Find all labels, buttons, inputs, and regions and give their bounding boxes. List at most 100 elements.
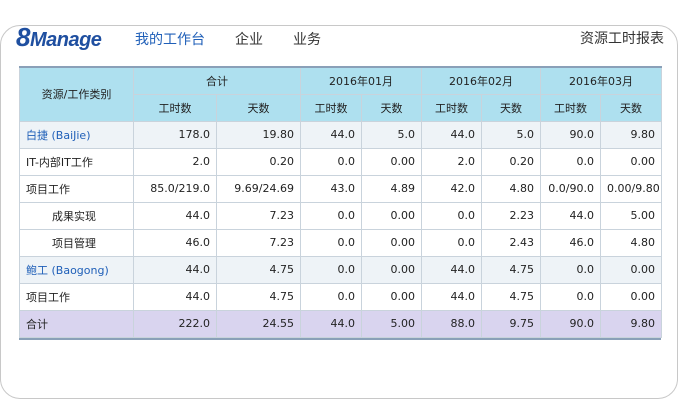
cell-value: 9.69/24.69	[216, 174, 301, 203]
header-group-2016-03: 2016年03月	[540, 66, 662, 95]
header-hours: 工时数	[300, 93, 362, 122]
cell-value: 42.0	[421, 174, 482, 203]
cell-value: 0.0	[300, 255, 362, 284]
cell-value: 5.0	[361, 120, 422, 149]
table-row: 项目管理 46.0 7.23 0.0 0.00 0.0 2.43 46.0 4.…	[19, 228, 662, 257]
cell-value: 0.20	[481, 147, 541, 176]
cell-value: 5.00	[600, 201, 662, 230]
report-table-wrapper: 资源/工作类别 合计 2016年01月 2016年02月 2016年03月 工时…	[19, 66, 662, 340]
cell-value: 4.75	[216, 282, 301, 311]
cell-value: 2.43	[481, 228, 541, 257]
cell-value: 4.80	[481, 174, 541, 203]
row-category: 项目工作	[19, 282, 134, 311]
table-row: 项目工作 44.0 4.75 0.0 0.00 44.0 4.75 0.0 0.…	[19, 282, 662, 311]
row-category-link[interactable]: 白捷 (BaiJie)	[19, 120, 134, 149]
cell-value: 43.0	[300, 174, 362, 203]
cell-value: 5.0	[481, 120, 541, 149]
cell-value: 4.89	[361, 174, 422, 203]
cell-value: 4.80	[600, 228, 662, 257]
row-category: 项目管理	[19, 228, 134, 257]
table-row: IT-内部IT工作 2.0 0.20 0.0 0.00 2.0 0.20 0.0…	[19, 147, 662, 176]
nav-item-business[interactable]: 业务	[293, 32, 321, 48]
nav-item-enterprise[interactable]: 企业	[235, 32, 263, 48]
cell-value: 7.23	[216, 201, 301, 230]
cell-value: 44.0	[300, 309, 362, 338]
cell-value: 90.0	[540, 120, 601, 149]
cell-value: 4.75	[481, 255, 541, 284]
cell-value: 44.0	[421, 255, 482, 284]
header-row-groups: 资源/工作类别 合计 2016年01月 2016年02月 2016年03月	[19, 66, 662, 122]
header-days: 天数	[600, 93, 662, 122]
cell-value: 0.0	[300, 228, 362, 257]
cell-value: 44.0	[133, 201, 217, 230]
cell-value: 0.00	[361, 201, 422, 230]
cell-value: 2.0	[421, 147, 482, 176]
cell-value: 0.0	[540, 147, 601, 176]
cell-value: 178.0	[133, 120, 217, 149]
header-days: 天数	[216, 93, 301, 122]
top-nav: 我的工作台 企业 业务	[135, 29, 351, 49]
resource-hours-table: 资源/工作类别 合计 2016年01月 2016年02月 2016年03月 工时…	[19, 66, 662, 338]
cell-value: 4.75	[481, 282, 541, 311]
table-row: 鲍工 (Baogong) 44.0 4.75 0.0 0.00 44.0 4.7…	[19, 255, 662, 284]
cell-value: 0.0	[421, 201, 482, 230]
cell-value: 2.23	[481, 201, 541, 230]
cell-value: 44.0	[133, 255, 217, 284]
row-category-link[interactable]: 鲍工 (Baogong)	[19, 255, 134, 284]
cell-value: 9.80	[600, 309, 662, 338]
logo-number: 8	[16, 22, 30, 52]
cell-value: 9.80	[600, 120, 662, 149]
cell-value: 4.75	[216, 255, 301, 284]
cell-value: 88.0	[421, 309, 482, 338]
cell-value: 90.0	[540, 309, 601, 338]
table-row-total: 合计 222.0 24.55 44.0 5.00 88.0 9.75 90.0 …	[19, 309, 662, 338]
cell-value: 0.0/90.0	[540, 174, 601, 203]
cell-value: 19.80	[216, 120, 301, 149]
cell-value: 0.0	[300, 201, 362, 230]
cell-value: 46.0	[133, 228, 217, 257]
table-row: 白捷 (BaiJie) 178.0 19.80 44.0 5.0 44.0 5.…	[19, 120, 662, 149]
cell-value: 9.75	[481, 309, 541, 338]
cell-value: 85.0/219.0	[133, 174, 217, 203]
header-hours: 工时数	[133, 93, 217, 122]
header-days: 天数	[481, 93, 541, 122]
cell-value: 0.00	[600, 147, 662, 176]
header-days: 天数	[361, 93, 422, 122]
header-hours: 工时数	[421, 93, 482, 122]
row-category: 成果实现	[19, 201, 134, 230]
cell-value: 0.0	[540, 282, 601, 311]
cell-value: 44.0	[421, 282, 482, 311]
cell-value: 44.0	[300, 120, 362, 149]
row-category: 合计	[19, 309, 134, 338]
header-category: 资源/工作类别	[19, 66, 134, 122]
row-category: IT-内部IT工作	[19, 147, 134, 176]
cell-value: 0.00	[361, 147, 422, 176]
cell-value: 0.00	[361, 282, 422, 311]
cell-value: 0.00/9.80	[600, 174, 662, 203]
report-title: 资源工时报表	[580, 31, 664, 47]
cell-value: 44.0	[540, 201, 601, 230]
cell-value: 5.00	[361, 309, 422, 338]
cell-value: 0.00	[361, 255, 422, 284]
cell-value: 46.0	[540, 228, 601, 257]
cell-value: 0.0	[421, 228, 482, 257]
logo-text: Manage	[29, 29, 102, 51]
cell-value: 44.0	[133, 282, 217, 311]
row-category: 项目工作	[19, 174, 134, 203]
cell-value: 24.55	[216, 309, 301, 338]
cell-value: 0.00	[600, 282, 662, 311]
header-row-subcolumns: 工时数 天数 工时数 天数 工时数 天数 工时数 天数	[20, 93, 662, 122]
header-group-2016-02: 2016年02月	[421, 66, 541, 95]
cell-value: 7.23	[216, 228, 301, 257]
header-group-total: 合计	[133, 66, 301, 95]
header-hours: 工时数	[540, 93, 601, 122]
logo: 8Manage	[16, 22, 102, 53]
cell-value: 0.0	[300, 282, 362, 311]
cell-value: 0.00	[600, 255, 662, 284]
cell-value: 2.0	[133, 147, 217, 176]
table-row: 项目工作 85.0/219.0 9.69/24.69 43.0 4.89 42.…	[19, 174, 662, 203]
cell-value: 44.0	[421, 120, 482, 149]
nav-item-workbench[interactable]: 我的工作台	[135, 32, 205, 48]
cell-value: 0.0	[540, 255, 601, 284]
header-group-2016-01: 2016年01月	[300, 66, 422, 95]
